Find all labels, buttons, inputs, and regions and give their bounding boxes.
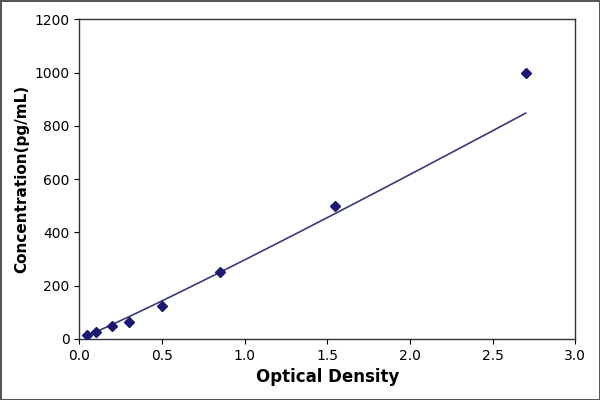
Y-axis label: Concentration(pg/mL): Concentration(pg/mL) <box>14 85 29 273</box>
X-axis label: Optical Density: Optical Density <box>256 368 399 386</box>
